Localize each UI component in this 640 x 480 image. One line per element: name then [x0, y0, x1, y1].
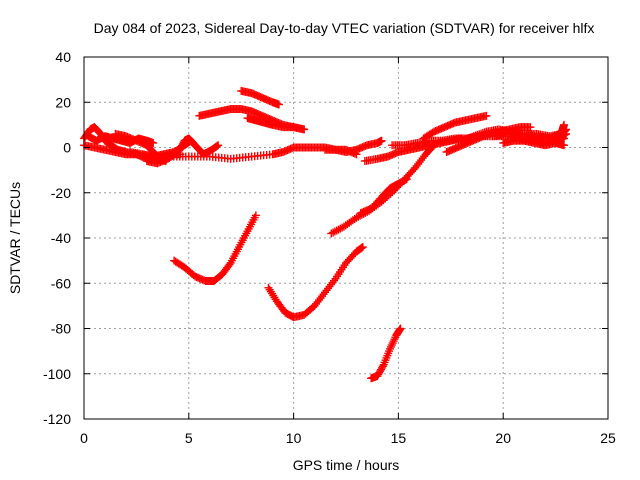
data-point	[332, 226, 341, 235]
data-point	[390, 335, 399, 344]
data-point	[396, 324, 405, 333]
series-arc-19	[419, 111, 491, 143]
y-tick-label: -60	[51, 275, 71, 291]
data-point	[352, 213, 361, 222]
x-tick-label: 20	[495, 430, 511, 446]
data-point	[300, 125, 309, 134]
data-point	[559, 120, 568, 129]
y-tick-label: -40	[51, 230, 71, 246]
series-arc-10	[237, 86, 283, 109]
data-point	[388, 339, 397, 348]
axis-ticks	[83, 56, 609, 420]
data-point	[330, 227, 339, 236]
y-axis-label: SDTVAR / TECUs	[7, 182, 23, 294]
y-tick-label: -100	[43, 366, 71, 382]
series-arc-14	[367, 324, 405, 383]
data-point	[402, 175, 411, 184]
y-tick-label: -80	[51, 321, 71, 337]
y-tick-label: 0	[63, 140, 71, 156]
series-arc-11	[243, 114, 309, 134]
y-tick-label: 40	[55, 49, 71, 65]
data-point	[358, 243, 367, 252]
series-arc-16	[356, 175, 411, 218]
y-tick-labels: -120 -100 -80 -60 -40 -20 0 20 40	[43, 49, 71, 427]
x-tick-label: 15	[391, 430, 407, 446]
data-point	[526, 123, 535, 132]
data-point	[386, 342, 395, 351]
data-point	[378, 362, 387, 371]
data-point	[329, 228, 338, 237]
y-tick-label: -120	[43, 411, 71, 427]
data-point	[389, 337, 398, 346]
data-point	[188, 138, 197, 147]
series-arc-12	[170, 211, 260, 285]
x-tick-label: 25	[600, 430, 616, 446]
chart-title: Day 084 of 2023, Sidereal Day-to-day VTE…	[94, 20, 595, 36]
x-tick-label: 10	[286, 430, 302, 446]
y-tick-label: 20	[55, 94, 71, 110]
data-point	[377, 136, 386, 145]
data-point	[214, 141, 223, 150]
data-point	[251, 211, 260, 220]
data-point	[274, 100, 283, 109]
series-arc-8	[321, 136, 386, 157]
data-point	[149, 138, 158, 147]
data-point	[482, 111, 491, 120]
x-tick-label: 0	[80, 430, 88, 446]
data-point	[387, 340, 396, 349]
data-point	[327, 229, 336, 238]
data-points	[80, 86, 571, 383]
data-point	[336, 224, 345, 233]
data-point	[386, 344, 395, 353]
x-axis-label: GPS time / hours	[293, 457, 400, 473]
series-arc-24	[520, 120, 568, 143]
x-tick-label: 5	[185, 430, 193, 446]
y-tick-label: -20	[51, 185, 71, 201]
data-point	[334, 225, 343, 234]
series-arc-13	[264, 243, 367, 322]
grid	[84, 57, 608, 419]
x-tick-labels: 0 5 10 15 20 25	[80, 430, 616, 446]
data-point	[330, 276, 339, 285]
data-point	[559, 141, 568, 150]
